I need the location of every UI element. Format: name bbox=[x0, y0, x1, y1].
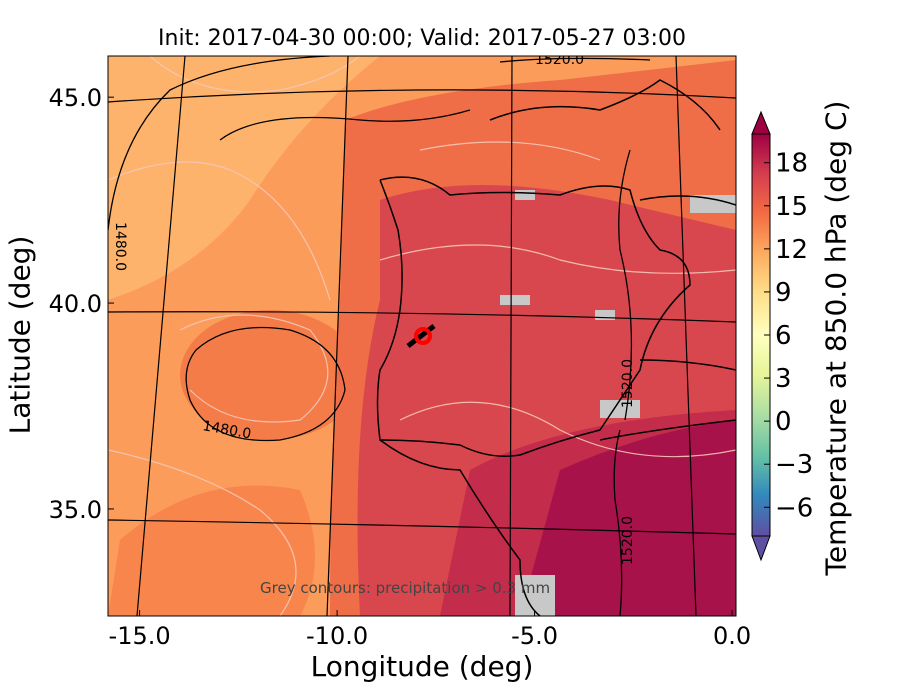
chart-title: Init: 2017-04-30 00:00; Valid: 2017-05-2… bbox=[158, 26, 686, 51]
contour-label-1520-a: 1520.0 bbox=[620, 359, 636, 408]
colorbar-tick-label: 3 bbox=[775, 364, 792, 394]
field-region-low bbox=[180, 310, 360, 440]
y-axis-label: Latitude (deg) bbox=[3, 235, 37, 435]
colorbar-tick-label: 12 bbox=[775, 235, 808, 265]
location-marker bbox=[414, 327, 432, 345]
colorbar-tick-label: 15 bbox=[775, 192, 808, 222]
x-tick-label: -15.0 bbox=[109, 622, 171, 650]
colorbar-tick-label: 18 bbox=[775, 149, 808, 179]
y-tick-label: 40.0 bbox=[49, 290, 102, 318]
colorbar-tick-label: 9 bbox=[775, 278, 792, 308]
colorbar-label: Temperature at 850.0 hPa (deg C) bbox=[819, 100, 853, 576]
contour-label-1520-c: 1520.0 bbox=[535, 52, 584, 68]
x-tick-label: 0.0 bbox=[713, 622, 751, 650]
colorbar-tick-label: 0 bbox=[775, 407, 792, 437]
height-contours bbox=[108, 56, 651, 616]
colorbar-tick-label: −6 bbox=[775, 493, 813, 523]
y-axis: 35.0 40.0 45.0 bbox=[49, 84, 114, 524]
colorbar: −6 −3 0 3 6 9 12 15 18 bbox=[751, 110, 813, 562]
colorbar-tick-label: −3 bbox=[775, 450, 813, 480]
y-tick-label: 45.0 bbox=[49, 84, 102, 112]
light-contours bbox=[108, 56, 736, 616]
graticule bbox=[108, 56, 736, 616]
temperature-field: 1480.0 1480.0 1520.0 1520.0 1520.0 Grey … bbox=[108, 52, 736, 616]
colorbar-extend-min bbox=[751, 535, 771, 562]
plot-frame bbox=[107, 55, 737, 617]
x-tick-label: -5.0 bbox=[511, 622, 558, 650]
coastlines bbox=[376, 79, 736, 616]
x-axis-label: Longitude (deg) bbox=[310, 650, 534, 683]
contour-label-1520-b: 1520.0 bbox=[620, 516, 636, 565]
colorbar-ticks: −6 −3 0 3 6 9 12 15 18 bbox=[764, 149, 813, 523]
precipitation-areas bbox=[500, 190, 736, 616]
field-region-southwest bbox=[108, 485, 315, 616]
colorbar-extend-max bbox=[751, 110, 771, 135]
contour-label-1480-b: 1480.0 bbox=[112, 222, 128, 271]
precip-note: Grey contours: precipitation > 0.3 mm bbox=[260, 579, 550, 597]
y-tick-label: 35.0 bbox=[49, 496, 102, 524]
colorbar-tick-label: 6 bbox=[775, 321, 792, 351]
x-tick-label: -10.0 bbox=[306, 622, 368, 650]
marker-track bbox=[406, 324, 436, 348]
field-region-hot bbox=[520, 420, 736, 616]
x-axis: -15.0 -10.0 -5.0 0.0 bbox=[109, 610, 751, 650]
